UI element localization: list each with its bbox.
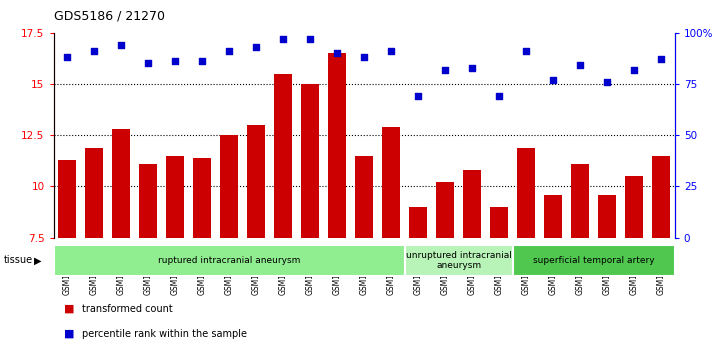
Bar [625,176,643,238]
Bar [139,164,157,238]
Point [601,79,613,85]
Point [61,54,73,60]
Bar [571,164,589,238]
Bar [383,127,400,238]
Text: ■: ■ [64,303,75,314]
Point [116,42,127,48]
Bar [405,245,513,276]
Text: percentile rank within the sample: percentile rank within the sample [82,329,247,339]
Point [251,44,262,50]
Bar [85,147,103,238]
Bar [491,207,508,238]
Text: GDS5186 / 21270: GDS5186 / 21270 [54,9,164,22]
Bar [247,125,265,238]
Bar [166,156,184,238]
Point [575,62,586,68]
Bar [193,158,211,238]
Bar [356,156,373,238]
Bar [463,170,481,238]
Point [413,93,424,99]
Bar [436,182,454,238]
Text: ▶: ▶ [34,255,42,265]
Point [89,48,100,54]
Bar [518,147,535,238]
Bar [301,84,319,238]
Point [142,61,154,66]
Point [331,50,343,56]
Point [304,36,316,42]
Bar [409,207,427,238]
Text: superficial temporal artery: superficial temporal artery [533,256,655,265]
Point [278,36,289,42]
Point [169,58,181,64]
Bar [59,160,76,238]
Bar [653,156,670,238]
Bar [513,245,675,276]
Point [628,67,640,73]
Bar [221,135,238,238]
Bar [598,195,616,238]
Text: tissue: tissue [4,255,33,265]
Point [548,77,559,83]
Point [521,48,532,54]
Point [493,93,505,99]
Bar [54,245,405,276]
Bar [328,53,346,238]
Point [439,67,451,73]
Point [386,48,397,54]
Point [223,48,235,54]
Text: transformed count: transformed count [82,303,173,314]
Point [196,58,208,64]
Text: ■: ■ [64,329,75,339]
Point [358,54,370,60]
Text: ruptured intracranial aneurysm: ruptured intracranial aneurysm [158,256,301,265]
Bar [112,129,130,238]
Bar [274,74,292,238]
Point [655,56,667,62]
Text: unruptured intracranial
aneurysm: unruptured intracranial aneurysm [406,251,512,270]
Bar [544,195,562,238]
Point [466,65,478,70]
